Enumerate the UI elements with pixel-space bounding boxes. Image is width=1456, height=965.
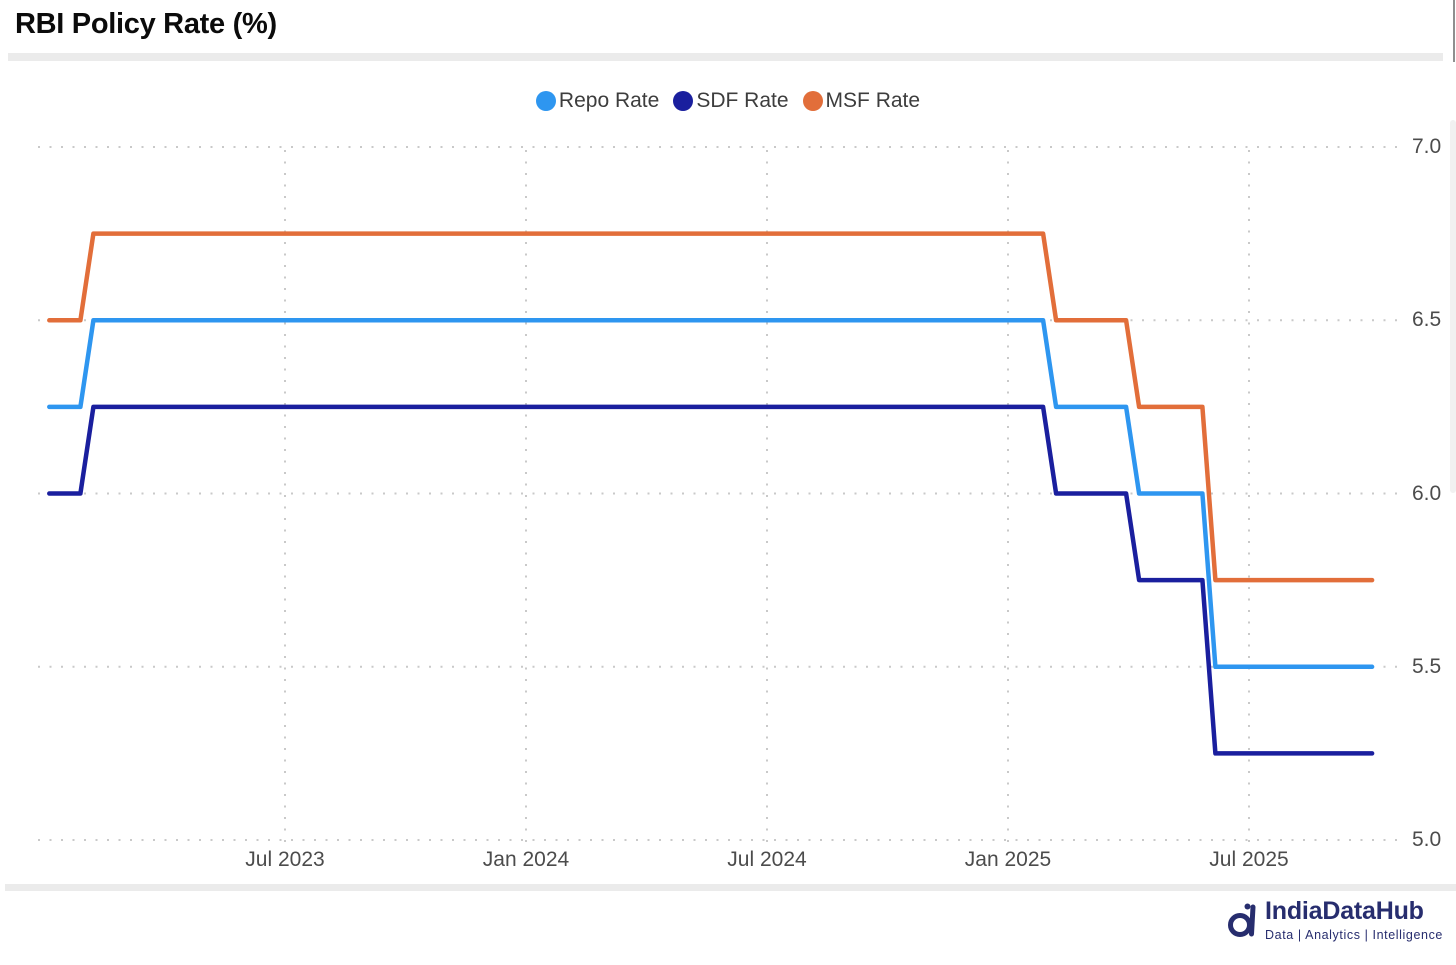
msf-rate-line — [47, 231, 1375, 583]
y-tick-5.5: 5.5 — [1412, 654, 1442, 678]
legend-item-repo-rate[interactable]: Repo Rate — [535, 89, 660, 113]
y-tick-7.0: 7.0 — [1412, 135, 1442, 158]
legend-item-sdf-rate[interactable]: SDF Rate — [673, 89, 789, 113]
indiadatahub-logo: IndiaDataHub Data | Analytics | Intellig… — [1228, 897, 1443, 942]
top-divider — [8, 53, 1443, 61]
legend-label: SDF Rate — [696, 89, 789, 112]
x-tick-jan-2025: Jan 2025 — [964, 848, 1052, 871]
bottom-divider — [5, 884, 1456, 891]
msf-rate-legend-dot-icon — [802, 91, 823, 111]
y-tick-5.0: 5.0 — [1412, 828, 1442, 851]
brand-tagline: Data | Analytics | Intelligence — [1265, 927, 1443, 942]
brand-name: IndiaDataHub — [1265, 897, 1424, 925]
window-edge-line — [1453, 0, 1455, 62]
repo-rate-legend-dot-icon — [535, 91, 556, 111]
legend-item-msf-rate[interactable]: MSF Rate — [802, 89, 921, 113]
indiadatahub-d-icon — [1228, 903, 1256, 937]
brand-text: IndiaDataHub Data | Analytics | Intellig… — [1265, 897, 1443, 942]
x-tick-jan-2024: Jan 2024 — [482, 848, 570, 871]
y-tick-6.5: 6.5 — [1412, 308, 1442, 332]
sdf-rate-legend-dot-icon — [673, 91, 694, 111]
legend-label: Repo Rate — [558, 89, 660, 112]
x-tick-jul-2024: Jul 2024 — [727, 848, 807, 871]
scrollbar-thumb[interactable] — [1450, 120, 1456, 493]
repo-rate-line — [47, 318, 1375, 670]
sdf-rate-line — [47, 404, 1375, 756]
x-tick-jul-2023: Jul 2023 — [245, 848, 325, 871]
y-tick-6.0: 6.0 — [1412, 481, 1442, 505]
page-title: RBI Policy Rate (%) — [15, 8, 277, 40]
chart-legend: Repo Rate SDF Rate MSF Rate — [0, 89, 1456, 113]
legend-label: MSF Rate — [825, 89, 921, 112]
x-tick-jul-2025: Jul 2025 — [1209, 848, 1289, 871]
